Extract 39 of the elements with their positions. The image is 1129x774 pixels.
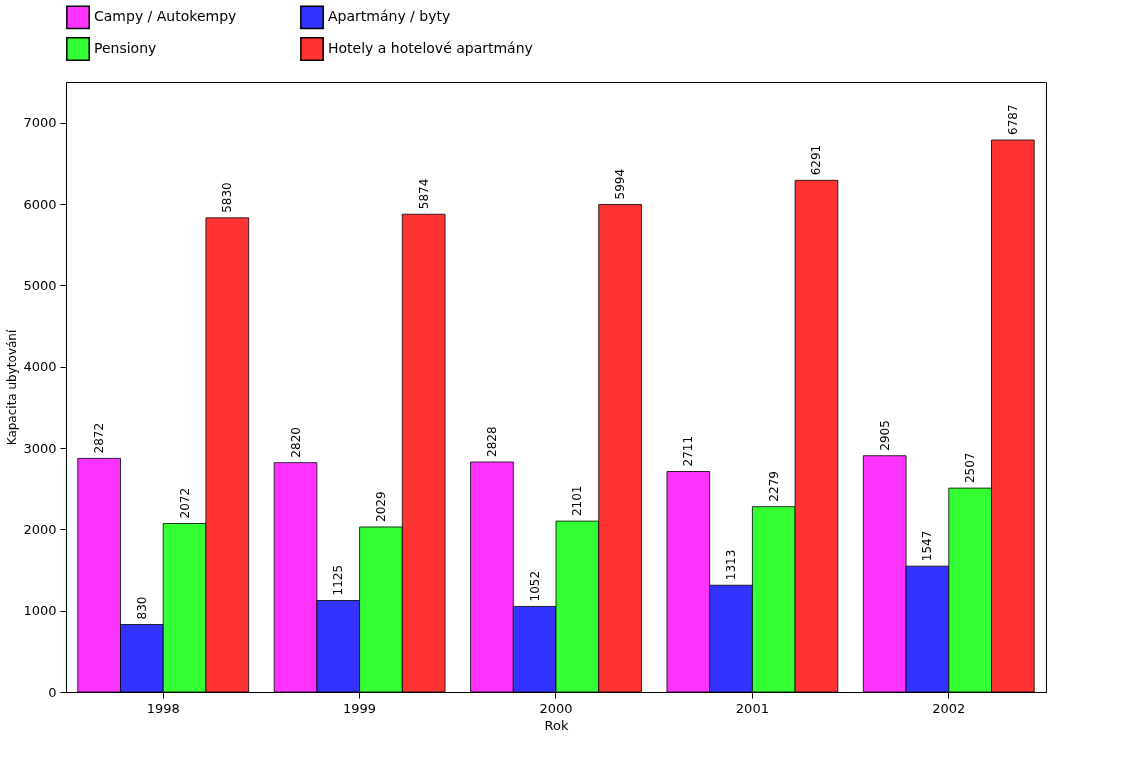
y-tick-label: 0 bbox=[48, 684, 57, 700]
data-label: 6787 bbox=[1005, 104, 1020, 135]
data-label: 5830 bbox=[220, 182, 235, 213]
data-label: 830 bbox=[134, 596, 149, 620]
data-label: 1052 bbox=[527, 570, 542, 602]
y-tick-label: 4000 bbox=[23, 359, 57, 375]
data-label: 1313 bbox=[724, 549, 739, 581]
y-tick-label: 6000 bbox=[23, 196, 57, 212]
data-label: 5994 bbox=[613, 168, 628, 200]
data-label: 2101 bbox=[570, 485, 585, 517]
legend-label: Pensiony bbox=[94, 40, 157, 56]
x-tick-label: 1998 bbox=[146, 700, 180, 716]
data-label: 2279 bbox=[766, 471, 781, 502]
y-tick-label: 5000 bbox=[23, 277, 57, 293]
x-tick-label: 1999 bbox=[343, 700, 377, 716]
x-tick-label: 2001 bbox=[735, 700, 769, 716]
x-tick-label: 2000 bbox=[539, 700, 573, 716]
y-axis-title: Kapacita ubytování bbox=[5, 329, 20, 446]
y-tick-label: 7000 bbox=[23, 115, 57, 131]
legend-label: Apartmány / byty bbox=[328, 8, 451, 25]
data-label: 2072 bbox=[177, 487, 192, 519]
data-label: 1125 bbox=[331, 564, 346, 596]
data-label: 2828 bbox=[484, 426, 499, 457]
data-label: 2507 bbox=[963, 452, 978, 484]
data-label: 2029 bbox=[373, 491, 388, 522]
x-tick-label: 2002 bbox=[932, 700, 966, 716]
data-label: 6291 bbox=[809, 144, 824, 176]
data-label: 2820 bbox=[288, 427, 303, 458]
data-label: 2905 bbox=[877, 420, 892, 451]
data-label: 2872 bbox=[92, 422, 107, 454]
legend-label: Campy / Autokempy bbox=[94, 8, 237, 25]
y-tick-label: 2000 bbox=[23, 521, 57, 537]
y-tick-label: 1000 bbox=[23, 603, 57, 619]
legend-label: Hotely a hotelové apartmány bbox=[328, 40, 533, 56]
y-tick-label: 3000 bbox=[23, 440, 57, 456]
data-label: 5874 bbox=[416, 178, 431, 210]
data-label: 1547 bbox=[920, 530, 935, 562]
x-axis-title: Rok bbox=[544, 717, 569, 733]
data-label: 2711 bbox=[681, 435, 696, 467]
